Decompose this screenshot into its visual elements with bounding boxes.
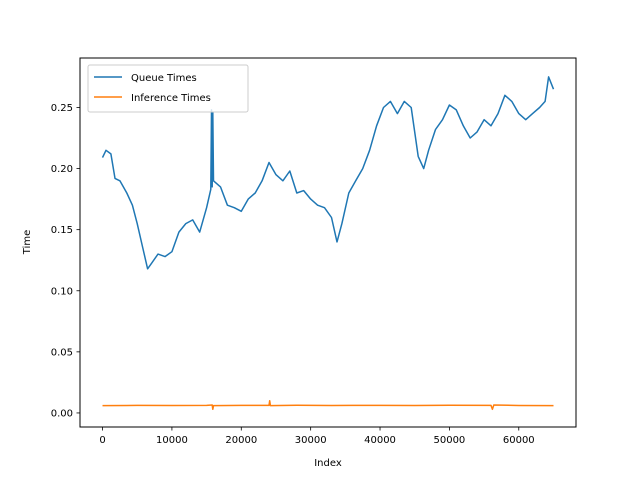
y-tick-label: 0.00 <box>51 408 73 419</box>
x-tick-label: 20000 <box>225 435 257 446</box>
legend-label: Queue Times <box>131 73 197 84</box>
x-tick-label: 30000 <box>295 435 327 446</box>
plot-lines <box>101 76 555 411</box>
x-tick-label: 50000 <box>433 435 465 446</box>
legend: Queue Times Inference Times <box>87 64 249 113</box>
x-axis: 0 10000 20000 30000 40000 50000 60000 <box>99 427 535 446</box>
legend-label: Inference Times <box>131 93 211 104</box>
y-tick-label: 0.05 <box>51 347 73 358</box>
y-axis-label: Time <box>22 230 33 255</box>
series-line-queue-times <box>101 76 555 270</box>
y-tick-label: 0.25 <box>51 103 73 114</box>
plot-frame <box>79 57 577 428</box>
legend-box <box>87 64 249 113</box>
x-tick-label: 0 <box>99 435 105 446</box>
x-tick-label: 60000 <box>503 435 535 446</box>
y-tick-label: 0.20 <box>51 164 73 175</box>
series-line-inference-times <box>102 399 554 411</box>
x-tick-label: 10000 <box>156 435 188 446</box>
y-axis: 0.00 0.05 0.10 0.15 0.20 0.25 <box>51 103 80 419</box>
x-axis-label: Index <box>314 458 342 469</box>
y-tick-label: 0.15 <box>51 225 73 236</box>
x-tick-label: 40000 <box>364 435 396 446</box>
y-tick-label: 0.10 <box>51 286 73 297</box>
